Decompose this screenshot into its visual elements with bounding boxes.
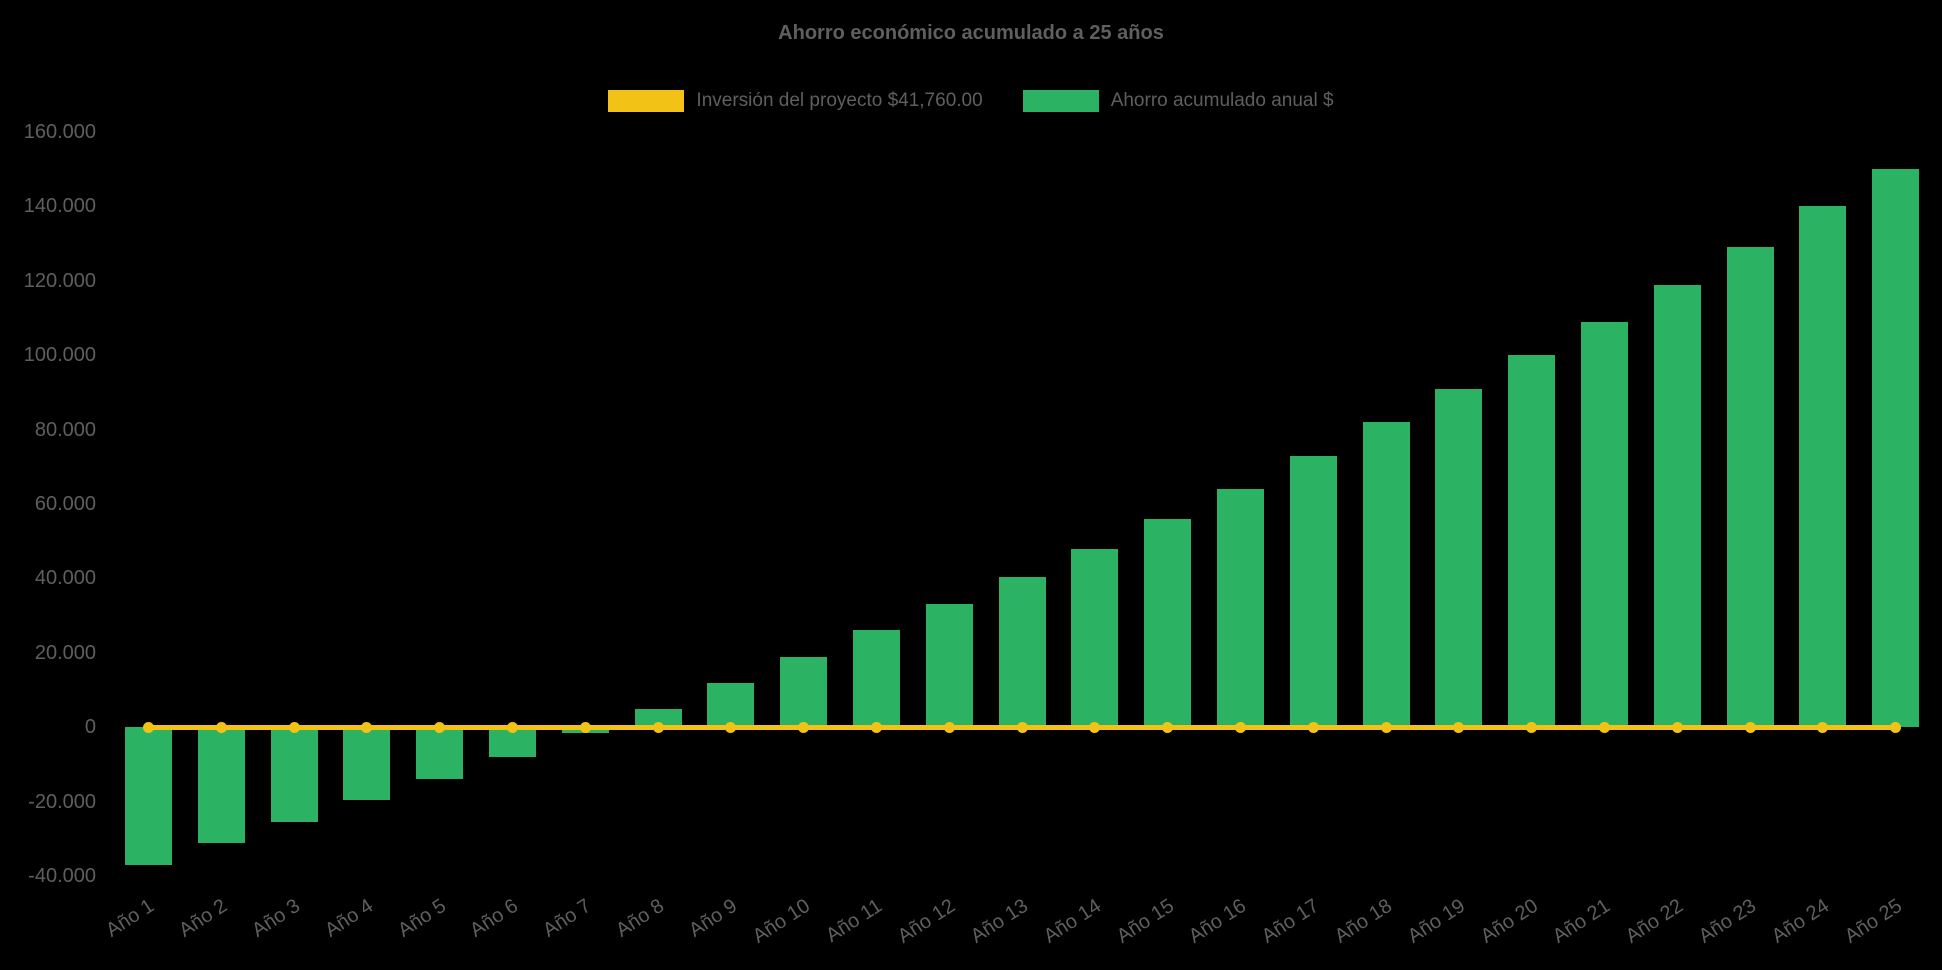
x-axis-tick-label: Año 14: [1039, 894, 1105, 948]
savings-bar-year-20[interactable]: [1508, 355, 1556, 728]
investment-line-point[interactable]: [288, 721, 300, 733]
y-axis-tick-label: 0: [84, 716, 96, 739]
savings-bar-year-22[interactable]: [1653, 284, 1701, 728]
investment-line-point[interactable]: [1817, 721, 1829, 733]
y-axis-tick-label: 40.000: [34, 567, 96, 590]
investment-line-point[interactable]: [1890, 721, 1902, 733]
investment-line-point[interactable]: [652, 721, 664, 733]
savings-bar-year-24[interactable]: [1799, 206, 1847, 728]
x-axis-tick-label: Año 19: [1403, 894, 1469, 948]
investment-line-point[interactable]: [1016, 721, 1028, 733]
y-axis-tick-label: 140.000: [23, 195, 96, 218]
x-axis-tick-label: Año 24: [1767, 894, 1833, 948]
investment-line-point[interactable]: [1453, 721, 1465, 733]
savings-bar-year-3[interactable]: [270, 727, 318, 823]
x-axis-tick-label: Año 12: [894, 894, 960, 948]
investment-line-point[interactable]: [1744, 721, 1756, 733]
x-axis-tick-label: Año 8: [612, 894, 668, 942]
y-axis-tick-label: -40.000: [28, 865, 96, 887]
y-axis-tick-label: 160.000: [23, 121, 96, 143]
x-axis-tick-label: Año 16: [1185, 894, 1251, 948]
investment-line-point[interactable]: [506, 721, 518, 733]
investment-line-point[interactable]: [1234, 721, 1246, 733]
investment-line-point[interactable]: [434, 721, 446, 733]
x-axis-tick-label: Año 21: [1549, 894, 1615, 948]
y-axis-tick-label: 80.000: [34, 418, 96, 441]
y-axis-tick-label: 20.000: [34, 641, 96, 664]
investment-line-point[interactable]: [943, 721, 955, 733]
investment-line-point[interactable]: [361, 721, 373, 733]
investment-line-point[interactable]: [798, 721, 810, 733]
x-axis-tick-label: Año 7: [539, 894, 596, 942]
savings-bar-year-13[interactable]: [998, 576, 1046, 728]
x-axis-tick-label: Año 22: [1622, 894, 1688, 948]
savings-bar-year-21[interactable]: [1580, 321, 1628, 728]
savings-bar-year-9[interactable]: [707, 682, 755, 728]
investment-swatch: [608, 90, 685, 112]
investment-line-point[interactable]: [579, 721, 591, 733]
investment-line-point[interactable]: [215, 721, 227, 733]
investment-line-point[interactable]: [1598, 721, 1610, 733]
x-axis-tick-label: Año 6: [466, 894, 523, 942]
chart-title: Ahorro económico acumulado a 25 años: [778, 22, 1164, 44]
investment-line-point[interactable]: [1089, 721, 1101, 733]
legend-label-savings: Ahorro acumulado anual $: [1110, 90, 1334, 111]
savings-bar-year-10[interactable]: [780, 656, 828, 728]
x-axis-tick-label: Año 11: [822, 894, 887, 947]
x-axis-tick-label: Año 5: [393, 894, 450, 942]
investment-line-point[interactable]: [1380, 721, 1392, 733]
x-axis-tick-label: Año 15: [1112, 894, 1178, 948]
investment-line-point[interactable]: [725, 721, 737, 733]
savings-bar-year-11[interactable]: [852, 630, 900, 728]
investment-line-point[interactable]: [1162, 721, 1174, 733]
legend-item-savings[interactable]: Ahorro acumulado anual $: [1022, 90, 1334, 112]
y-axis-tick-label: 120.000: [23, 269, 96, 292]
x-axis-tick-label: Año 10: [748, 894, 814, 948]
savings-bar-year-4[interactable]: [343, 727, 391, 800]
savings-bar-year-23[interactable]: [1726, 247, 1774, 728]
savings-bar-year-19[interactable]: [1435, 388, 1483, 728]
savings-bar-year-2[interactable]: [197, 727, 245, 843]
x-axis-tick-label: Año 25: [1840, 894, 1906, 948]
x-axis-tick-label: Año 23: [1694, 894, 1760, 948]
x-axis-tick-label: Año 20: [1476, 894, 1542, 948]
savings-swatch: [1022, 90, 1099, 112]
savings-bar-year-12[interactable]: [925, 604, 973, 728]
x-axis-tick-label: Año 17: [1258, 894, 1324, 948]
savings-bar-year-18[interactable]: [1362, 422, 1410, 728]
savings-bar-year-25[interactable]: [1872, 169, 1920, 728]
savings-bar-year-14[interactable]: [1071, 548, 1119, 728]
savings-bar-year-5[interactable]: [416, 727, 464, 780]
investment-line-point[interactable]: [1526, 721, 1538, 733]
x-axis-tick-label: Año 18: [1330, 894, 1396, 948]
x-axis-tick-label: Año 2: [175, 894, 232, 942]
legend-label-investment: Inversión del proyecto $41,760.00: [696, 90, 983, 111]
savings-bar-year-17[interactable]: [1289, 455, 1337, 728]
savings-bar-year-1[interactable]: [124, 727, 172, 865]
legend-item-investment[interactable]: Inversión del proyecto $41,760.00: [608, 90, 983, 112]
savings-bar-year-16[interactable]: [1216, 489, 1264, 728]
investment-line-point[interactable]: [1671, 721, 1683, 733]
x-axis-tick-label: Año 1: [102, 894, 159, 942]
savings-bar-year-15[interactable]: [1144, 518, 1192, 728]
y-axis-tick-label: -20.000: [28, 790, 96, 813]
investment-line-point[interactable]: [870, 721, 882, 733]
x-axis-tick-label: Año 9: [684, 894, 741, 942]
investment-line-point[interactable]: [1307, 721, 1319, 733]
investment-line-point[interactable]: [142, 721, 154, 733]
x-axis-tick-label: Año 13: [966, 894, 1032, 948]
savings-bar-year-8[interactable]: [634, 708, 682, 728]
y-axis-tick-label: 100.000: [23, 344, 96, 367]
chart-legend: Inversión del proyecto $41,760.00 Ahorro…: [0, 90, 1942, 112]
x-axis-tick-label: Año 4: [320, 894, 377, 942]
y-axis-tick-label: 60.000: [34, 493, 96, 515]
x-axis-tick-label: Año 3: [248, 894, 304, 942]
